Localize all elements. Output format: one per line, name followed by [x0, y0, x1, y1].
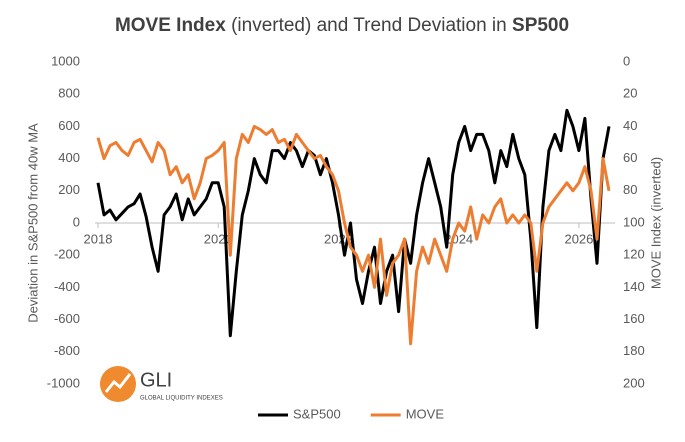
logo-arrow	[104, 373, 132, 393]
y2-tick-label: 20	[623, 86, 637, 101]
y2-axis-label: MOVE Index (inverted)	[648, 157, 663, 289]
y-tick-label: 200	[58, 182, 80, 197]
y2-tick-label: 60	[623, 150, 637, 165]
y-tick-label: 1000	[51, 53, 80, 68]
series-line	[96, 124, 611, 346]
y-tick-label: 400	[58, 150, 80, 165]
y-tick-label: -1000	[47, 375, 80, 390]
y2-tick-label: 100	[623, 214, 645, 229]
y2-tick-label: 140	[623, 279, 645, 294]
title-run: MOVE Index	[115, 15, 226, 36]
logo-name: GLI	[140, 369, 172, 391]
x-tick-label: 2018	[84, 231, 113, 246]
logo: GLI GLOBAL LIQUIDITY INDEXES	[100, 366, 223, 402]
y-tick-label: -400	[54, 279, 80, 294]
y2-tick-label: 180	[623, 343, 645, 358]
y2-tick-label: 40	[623, 118, 637, 133]
y2-tick-label: 80	[623, 182, 637, 197]
chart-title: MOVE Index (inverted) and Trend Deviatio…	[115, 15, 569, 36]
x-tick-label: 2026	[564, 231, 593, 246]
y-tick-label: -800	[54, 343, 80, 358]
y-tick-label: 600	[58, 118, 80, 133]
y-tick-label: 800	[58, 86, 80, 101]
legend-label: MOVE	[406, 406, 445, 421]
logo-tagline: GLOBAL LIQUIDITY INDEXES	[140, 396, 223, 402]
y-tick-label: 0	[73, 214, 80, 229]
title-run: (inverted) and Trend Deviation in	[226, 15, 512, 36]
y2-tick-label: 200	[623, 375, 645, 390]
y2-tick-label: 0	[623, 53, 630, 68]
y2-tick-label: 120	[623, 247, 645, 262]
legend-label: S&P500	[293, 406, 341, 421]
y-tick-label: -600	[54, 311, 80, 326]
y2-tick-label: 160	[623, 311, 645, 326]
y-axis-label: Deviation in S&P500 from 40w MA	[25, 123, 40, 323]
title-run: SP500	[512, 15, 569, 36]
y-tick-label: -200	[54, 247, 80, 262]
